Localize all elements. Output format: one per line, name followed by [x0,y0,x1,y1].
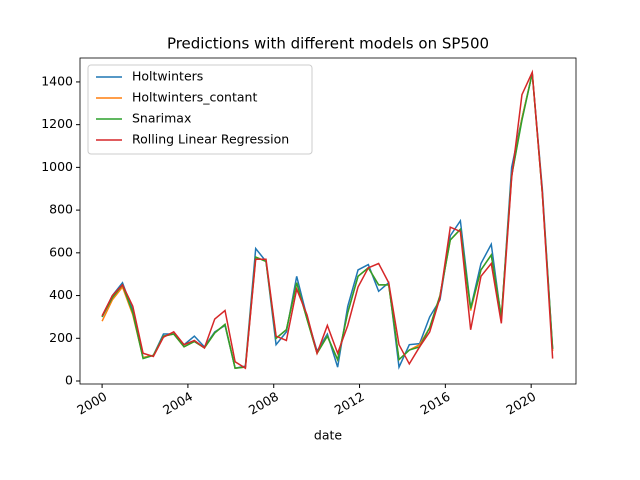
x-tick-label: 2004 [160,389,195,418]
plot-frame [79,57,577,385]
x-axis-label: date [314,428,342,443]
x-tick-label: 2008 [246,389,281,418]
series-line [101,73,554,370]
legend-label: Holtwinters_contant [132,90,257,105]
y-tick-label: 1400 [41,73,73,88]
y-tick-label: 1000 [41,159,73,174]
x-tick-label: 2012 [332,389,367,418]
legend-box [87,64,313,155]
legend-label: Snarimax [132,111,191,126]
legend-label: Rolling Linear Regression [132,132,289,147]
y-tick-label: 0 [65,373,73,388]
legend-label: Holtwinters [132,69,203,84]
y-tick-label: 800 [49,202,73,217]
chart-title: Predictions with different models on SP5… [167,35,489,53]
x-tick-label: 2000 [74,389,109,418]
legend: Holtwinters Holtwinters_contant Snarimax Ro… [87,64,313,155]
series-line [101,69,554,370]
x-tick-label: 2020 [503,389,538,418]
x-tick-label: 2016 [418,389,453,418]
y-tick-label: 400 [49,287,73,302]
y-tick-label: 200 [49,330,73,345]
y-tick-label: 1200 [41,116,73,131]
y-tick-label: 600 [49,244,73,259]
